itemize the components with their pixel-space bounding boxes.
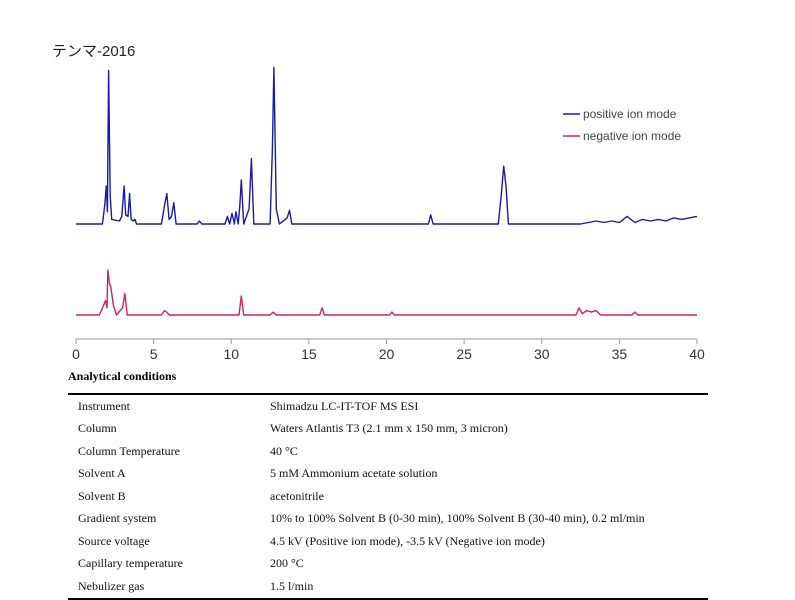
condition-label: Gradient system <box>78 511 157 526</box>
legend-label: negative ion mode <box>583 129 681 143</box>
chart-title: テンマ-2016 <box>52 43 135 60</box>
condition-label: Instrument <box>78 398 130 413</box>
condition-label: Column <box>78 421 117 436</box>
table-row: Solvent A 5 mM Ammonium acetate solution <box>68 463 708 486</box>
x-tick-label: 20 <box>379 346 395 362</box>
conditions-table: Instrument Shimadzu LC-IT-TOF MS ESI Colu… <box>68 393 708 600</box>
condition-label: Source voltage <box>78 533 150 548</box>
x-tick-label: 25 <box>456 346 472 362</box>
condition-value: 200 °C <box>270 556 304 571</box>
condition-value: 40 °C <box>270 443 298 458</box>
table-row: Column Waters Atlantis T3 (2.1 mm x 150 m… <box>68 418 708 441</box>
x-tick-label: 40 <box>689 346 705 362</box>
table-row: Gradient system 10% to 100% Solvent B (0-… <box>68 508 708 531</box>
x-tick-label: 30 <box>534 346 550 362</box>
condition-value: acetonitrile <box>270 488 324 503</box>
condition-label: Capillary temperature <box>78 556 183 571</box>
chromatogram-chart: テンマ-2016 0 5 10 15 20 25 30 35 40 positive ion m… <box>52 43 705 362</box>
condition-value: 10% to 100% Solvent B (0-30 min), 100% S… <box>270 511 645 526</box>
table-row: Solvent B acetonitrile <box>68 485 708 508</box>
x-tick-label: 10 <box>223 346 239 362</box>
series-line-negative <box>76 269 697 316</box>
series-layer <box>76 66 698 316</box>
condition-label: Nebulizer gas <box>78 578 145 593</box>
x-tick-label: 5 <box>150 346 158 362</box>
condition-value: Waters Atlantis T3 (2.1 mm x 150 mm, 3 m… <box>270 421 508 436</box>
condition-label: Solvent B <box>78 488 126 503</box>
table-row: Source voltage 4.5 kV (Positive ion mode)… <box>68 530 708 553</box>
legend-label: positive ion mode <box>583 107 677 121</box>
x-tick-label: 35 <box>612 346 628 362</box>
table-row: Column Temperature 40 °C <box>68 440 708 463</box>
legend: positive ion mode negative ion mode <box>563 107 681 143</box>
condition-value: Shimadzu LC-IT-TOF MS ESI <box>270 398 419 413</box>
table-row: Instrument Shimadzu LC-IT-TOF MS ESI <box>68 394 708 418</box>
x-tick-label: 15 <box>301 346 317 362</box>
condition-value: 5 mM Ammonium acetate solution <box>270 466 438 481</box>
table-row: Nebulizer gas 1.5 l/min <box>68 575 708 599</box>
series-line-positive <box>76 66 698 225</box>
condition-label: Column Temperature <box>78 443 180 458</box>
condition-label: Solvent A <box>78 466 126 481</box>
x-tick-label: 0 <box>72 346 80 362</box>
conditions-heading: Analytical conditions <box>68 369 177 383</box>
x-axis: 0 5 10 15 20 25 30 35 40 <box>72 338 705 362</box>
table-row: Capillary temperature 200 °C <box>68 553 708 576</box>
condition-value: 4.5 kV (Positive ion mode), -3.5 kV (Neg… <box>270 533 545 548</box>
condition-value: 1.5 l/min <box>270 578 314 593</box>
